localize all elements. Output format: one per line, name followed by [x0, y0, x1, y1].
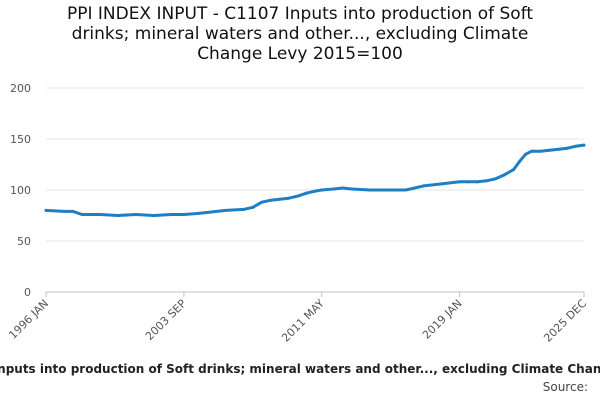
data-point: [386, 188, 390, 192]
chart-legend: C1107 Inputs into production of Soft dri…: [0, 362, 600, 376]
data-point: [62, 209, 66, 213]
chart-title-line-3: Change Levy 2015=100: [197, 44, 403, 64]
data-point: [512, 168, 516, 172]
data-point: [350, 187, 354, 191]
x-tick-label-3: 2019 JAN: [420, 297, 465, 342]
data-point: [116, 214, 120, 217]
data-point: [458, 180, 462, 184]
data-point: [404, 188, 408, 192]
data-point: [260, 200, 264, 204]
source-label: Source:: [542, 380, 588, 394]
data-point: [548, 148, 552, 152]
data-point: [242, 207, 246, 211]
x-tick-label-4: 2025 DEC: [541, 297, 589, 345]
data-point: [44, 208, 48, 212]
data-point: [530, 149, 534, 153]
x-tick-label-1: 2003 SEP: [143, 297, 189, 343]
y-tick-label-150: 150: [10, 133, 31, 146]
data-point: [582, 143, 586, 147]
data-point: [170, 212, 174, 216]
data-point: [422, 184, 426, 188]
chart-title: PPI INDEX INPUT - C1107 Inputs into prod…: [0, 4, 600, 64]
data-point: [80, 212, 84, 216]
data-point: [368, 188, 372, 192]
x-tick-label-2: 2011 MAY: [279, 297, 327, 345]
y-tick-label-200: 200: [10, 82, 31, 95]
y-tick-label-50: 50: [17, 235, 31, 248]
chart-title-line-1: PPI INDEX INPUT - C1107 Inputs into prod…: [66, 4, 534, 24]
data-point: [224, 208, 228, 212]
data-point: [485, 179, 489, 183]
data-point: [206, 210, 210, 214]
data-point: [413, 186, 417, 190]
data-point: [503, 173, 507, 177]
y-tick-label-100: 100: [10, 184, 31, 197]
chart-title-line-2: drinks; mineral waters and other..., exc…: [71, 24, 529, 44]
data-point: [134, 212, 138, 216]
data-point: [557, 147, 561, 151]
data-point: [575, 144, 579, 148]
legend-series-label: C1107 Inputs into production of Soft dri…: [0, 362, 600, 376]
data-point: [287, 196, 291, 200]
data-point: [332, 187, 336, 191]
data-point: [314, 189, 318, 193]
data-point: [539, 149, 543, 153]
data-point: [524, 152, 528, 156]
data-point: [152, 214, 156, 217]
data-point: [195, 211, 199, 215]
data-point: [71, 209, 75, 213]
data-point: [341, 186, 345, 190]
data-point: [320, 188, 324, 192]
data-point: [98, 212, 102, 216]
data-point: [566, 146, 570, 150]
data-point: [440, 182, 444, 186]
data-point: [278, 197, 282, 201]
series-line: [44, 143, 586, 217]
y-tick-label-0: 0: [24, 286, 31, 299]
data-point: [251, 205, 255, 209]
data-point: [305, 191, 309, 195]
data-point: [182, 212, 186, 216]
data-point: [518, 159, 522, 163]
x-tick-label-0: 1996 JAN: [6, 297, 51, 342]
data-point: [467, 180, 471, 184]
data-point: [494, 177, 498, 181]
data-point: [269, 198, 273, 202]
data-point: [476, 180, 480, 184]
data-point: [296, 194, 300, 198]
